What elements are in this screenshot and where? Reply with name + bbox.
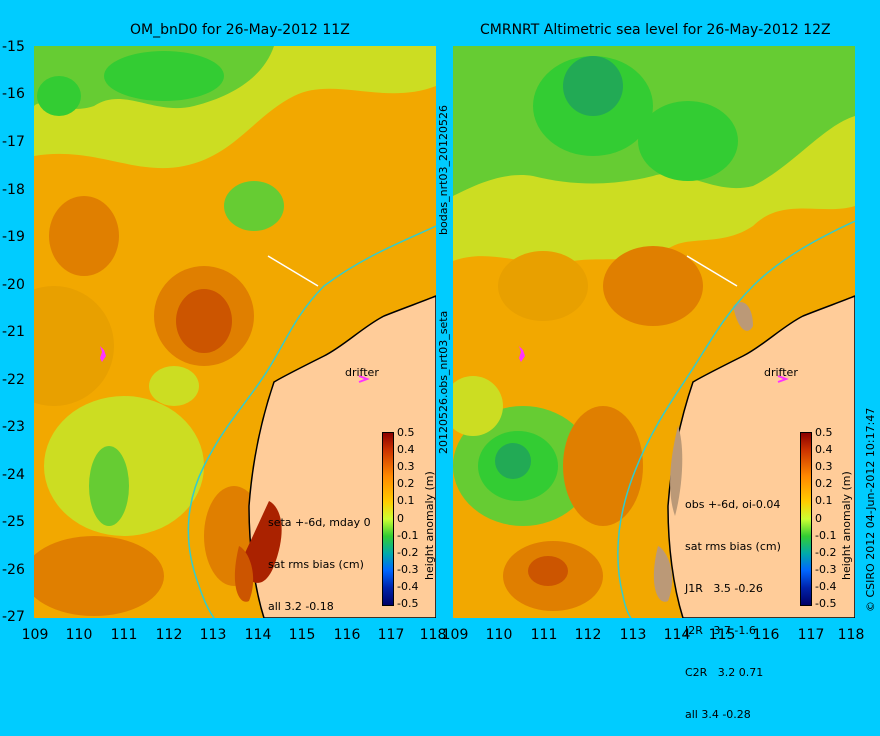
x-tick-label: 114 (244, 627, 272, 643)
right-stats-line: C2R 3.2 0.71 (685, 666, 764, 679)
x-tick-label: 110 (485, 627, 513, 643)
right-map-title: CMRNRT Altimetric sea level for 26-May-2… (480, 22, 831, 38)
x-tick-label: 111 (530, 627, 558, 643)
right-stats-line: J2R 3.7 -1.6 (685, 624, 756, 637)
colorbar-tick: 0.5 (397, 426, 415, 439)
y-tick-label: -17 (2, 134, 25, 150)
colorbar-tick: -0.4 (397, 580, 419, 593)
mid-label-bottom: 20120526.obs_nrt03_seta (437, 310, 450, 454)
mid-label-top: bodas_nrt03_20120526 (437, 105, 450, 235)
left-stats-box: seta +-6d, mday 0 sat rms bias (cm) all … (268, 488, 371, 628)
colorbar-tick: 0.4 (397, 443, 415, 456)
x-tick-label: 111 (110, 627, 138, 643)
colorbar-tick: -0.5 (397, 597, 419, 610)
x-tick-label: 110 (65, 627, 93, 643)
colorbar-tick: 0.3 (397, 460, 415, 473)
colorbar-tick: 0.4 (815, 443, 833, 456)
left-stats-line: sat rms bias (cm) (268, 558, 364, 571)
left-stats-line: all 3.2 -0.18 (268, 600, 334, 613)
colorbar-tick: -0.1 (397, 529, 419, 542)
colorbar-tick: 0.3 (815, 460, 833, 473)
x-tick-label: 115 (708, 627, 736, 643)
left-colorbar-gradient (382, 432, 394, 606)
y-tick-label: -19 (2, 229, 25, 245)
left-map-title: OM_bnD0 for 26-May-2012 11Z (130, 22, 350, 38)
x-tick-label: 116 (752, 627, 780, 643)
colorbar-tick: -0.2 (397, 546, 419, 559)
colorbar-title: height anomaly (m) (423, 471, 436, 580)
y-tick-label: -20 (2, 277, 25, 293)
right-stats-line: obs +-6d, oi-0.04 (685, 498, 781, 511)
colorbar-tick: -0.3 (397, 563, 419, 576)
right-stats-box: obs +-6d, oi-0.04 sat rms bias (cm) J1R … (685, 470, 781, 736)
y-tick-label: -24 (2, 467, 25, 483)
copyright-label: © CSIRO 2012 04-Jun-2012 10:17:47 (864, 407, 877, 612)
left-stats-line: seta +-6d, mday 0 (268, 516, 371, 529)
x-tick-label: 114 (663, 627, 691, 643)
colorbar-tick: -0.3 (815, 563, 837, 576)
left-map-svg (34, 46, 436, 618)
x-tick-label: 116 (333, 627, 361, 643)
x-tick-label: 115 (288, 627, 316, 643)
x-tick-label: 109 (21, 627, 49, 643)
colorbar-tick: -0.1 (815, 529, 837, 542)
colorbar-tick: -0.4 (815, 580, 837, 593)
colorbar-tick: -0.2 (815, 546, 837, 559)
left-map-panel (34, 46, 436, 618)
colorbar-tick: 0.1 (397, 494, 415, 507)
y-tick-label: -26 (2, 562, 25, 578)
colorbar-tick: 0.2 (397, 477, 415, 490)
right-stats-line: sat rms bias (cm) (685, 540, 781, 553)
x-tick-label: 117 (377, 627, 405, 643)
right-stats-line: all 3.4 -0.28 (685, 708, 751, 721)
y-tick-label: -21 (2, 324, 25, 340)
right-stats-line: J1R 3.5 -0.26 (685, 582, 763, 595)
right-map-svg (453, 46, 855, 618)
right-map-panel (453, 46, 855, 618)
x-tick-label: 112 (574, 627, 602, 643)
colorbar-tick: 0 (815, 512, 822, 525)
colorbar-tick: 0.5 (815, 426, 833, 439)
x-tick-label: 118 (419, 627, 447, 643)
left-drifter-label: drifter (345, 366, 379, 379)
x-tick-label: 117 (797, 627, 825, 643)
colorbar-tick: 0.2 (815, 477, 833, 490)
x-tick-label: 112 (155, 627, 183, 643)
colorbar-title: height anomaly (m) (840, 471, 853, 580)
x-tick-label: 113 (619, 627, 647, 643)
colorbar-tick: -0.5 (815, 597, 837, 610)
y-tick-label: -27 (2, 609, 25, 625)
colorbar-tick: 0.1 (815, 494, 833, 507)
y-tick-label: -22 (2, 372, 25, 388)
x-tick-label: 113 (199, 627, 227, 643)
y-tick-label: -15 (2, 39, 25, 55)
colorbar-tick: 0 (397, 512, 404, 525)
y-tick-label: -16 (2, 86, 25, 102)
y-tick-label: -18 (2, 182, 25, 198)
x-tick-label: 118 (837, 627, 865, 643)
right-colorbar-gradient (800, 432, 812, 606)
right-drifter-label: drifter (764, 366, 798, 379)
y-tick-label: -25 (2, 514, 25, 530)
y-tick-label: -23 (2, 419, 25, 435)
x-tick-label: 109 (441, 627, 469, 643)
